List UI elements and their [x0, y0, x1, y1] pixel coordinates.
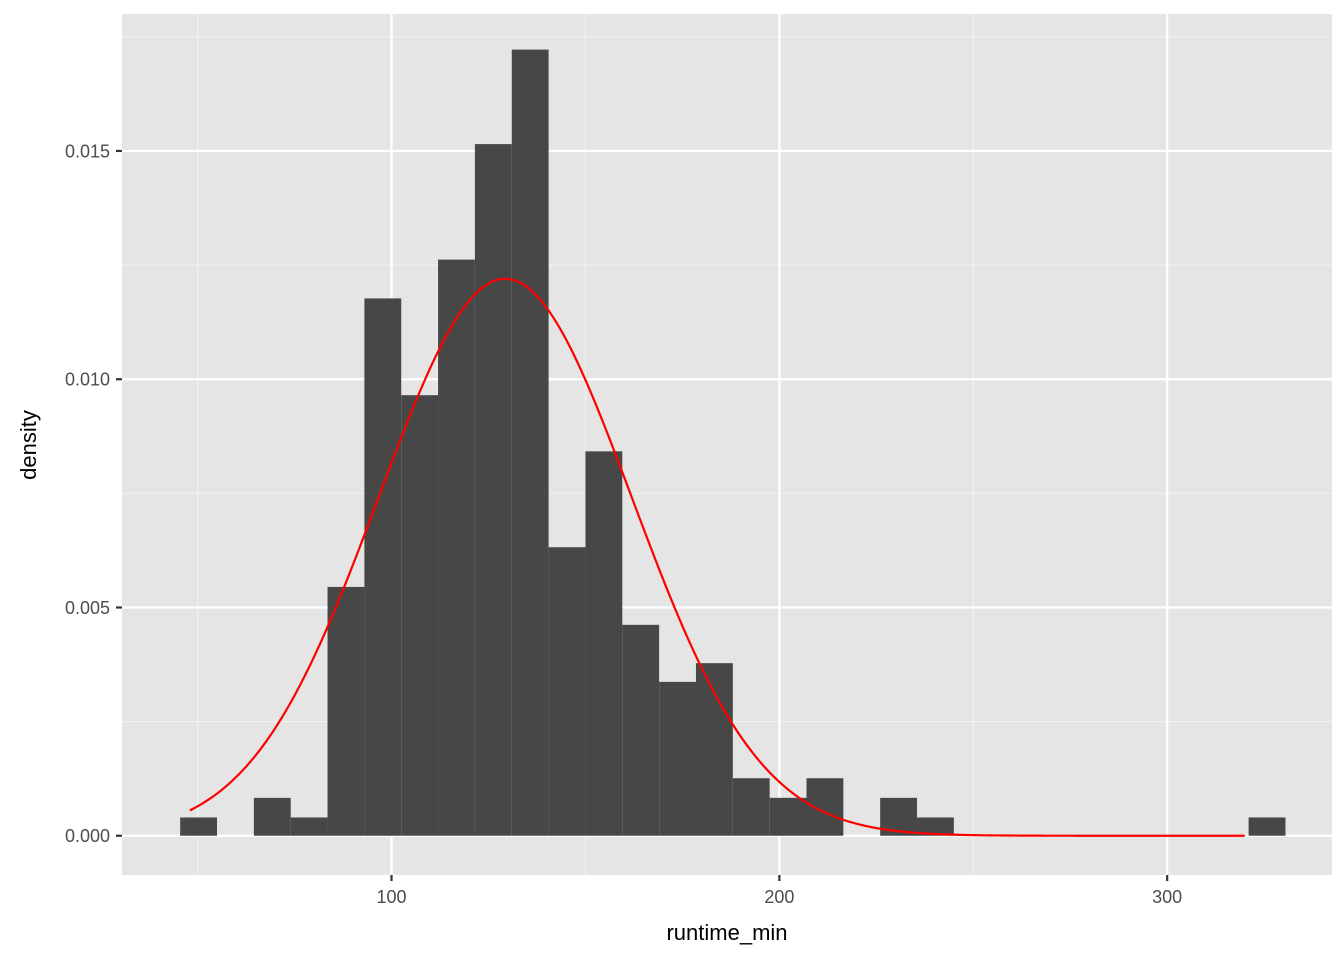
histogram-bar: [290, 817, 328, 836]
x-tick-label: 200: [764, 887, 794, 907]
x-tick-label: 100: [377, 887, 407, 907]
histogram-bar: [511, 49, 549, 836]
histogram-bar: [364, 298, 402, 836]
x-tick-label: 300: [1152, 887, 1182, 907]
histogram-bar: [769, 797, 807, 836]
y-axis-title: density: [16, 410, 41, 480]
histogram-bar: [1248, 817, 1286, 836]
histogram-bar: [585, 451, 623, 836]
y-tick-label: 0.000: [65, 826, 110, 846]
histogram-bar: [659, 681, 696, 836]
y-tick-label: 0.005: [65, 598, 110, 618]
x-axis-ticks: 100 200 300: [377, 875, 1182, 907]
y-tick-label: 0.010: [65, 370, 110, 390]
histogram-bars: [180, 49, 1286, 836]
histogram-bar: [327, 586, 365, 836]
histogram-bar: [438, 259, 475, 836]
histogram-bar: [622, 624, 660, 836]
histogram-bar: [474, 144, 512, 836]
histogram-bar: [253, 797, 291, 836]
histogram-bar: [401, 395, 439, 836]
histogram-bar: [732, 778, 770, 836]
y-tick-label: 0.015: [65, 141, 110, 161]
histogram-bar: [917, 817, 954, 836]
x-axis-title: runtime_min: [666, 920, 787, 945]
histogram-bar: [695, 663, 733, 836]
histogram-bar: [548, 547, 586, 836]
histogram-bar: [180, 817, 218, 836]
y-axis-ticks: 0.000 0.005 0.010 0.015: [65, 141, 122, 846]
density-curve: [189, 277, 1245, 837]
